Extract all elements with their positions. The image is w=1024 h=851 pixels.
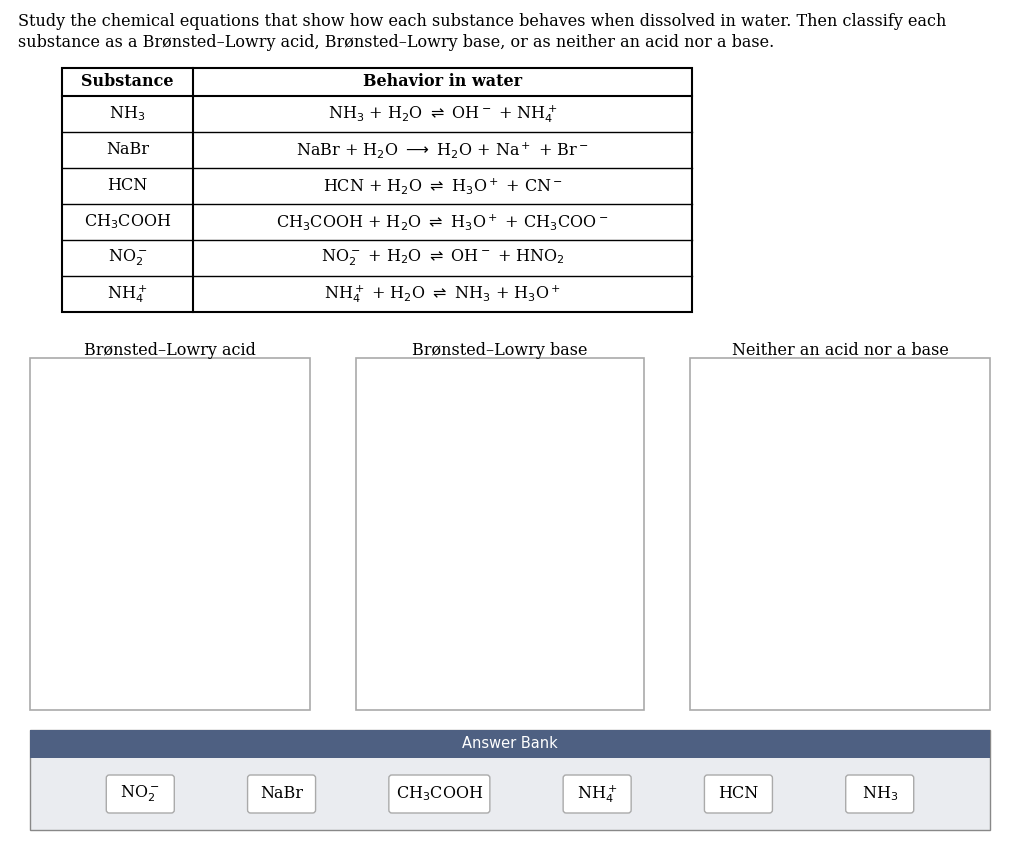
Text: CH$_3$COOH + H$_2$O $\rightleftharpoons$ H$_3$O$^+$ + CH$_3$COO$^-$: CH$_3$COOH + H$_2$O $\rightleftharpoons$… — [276, 212, 608, 232]
FancyBboxPatch shape — [705, 775, 772, 813]
Bar — [356, 358, 644, 710]
Text: CH$_3$COOH: CH$_3$COOH — [395, 785, 483, 803]
Text: NO$_2^-$ + H$_2$O $\rightleftharpoons$ OH$^-$ + HNO$_2$: NO$_2^-$ + H$_2$O $\rightleftharpoons$ O… — [321, 248, 564, 268]
FancyBboxPatch shape — [106, 775, 174, 813]
Text: NO$_2^-$: NO$_2^-$ — [108, 248, 147, 268]
Bar — [62, 68, 692, 312]
Text: NaBr + H$_2$O $\longrightarrow$ H$_2$O + Na$^+$ + Br$^-$: NaBr + H$_2$O $\longrightarrow$ H$_2$O +… — [296, 140, 589, 160]
Bar — [30, 358, 310, 710]
Text: Answer Bank: Answer Bank — [462, 736, 558, 751]
Text: Neither an acid nor a base: Neither an acid nor a base — [731, 342, 948, 359]
Text: Study the chemical equations that show how each substance behaves when dissolved: Study the chemical equations that show h… — [18, 13, 946, 30]
Text: NH$_3$: NH$_3$ — [861, 785, 898, 803]
Text: HCN + H$_2$O $\rightleftharpoons$ H$_3$O$^+$ + CN$^-$: HCN + H$_2$O $\rightleftharpoons$ H$_3$O… — [323, 176, 562, 196]
Text: NO$_2^-$: NO$_2^-$ — [121, 784, 160, 804]
Text: substance as a Brønsted–Lowry acid, Brønsted–Lowry base, or as neither an acid n: substance as a Brønsted–Lowry acid, Brøn… — [18, 34, 774, 51]
Text: NH$_3$ + H$_2$O $\rightleftharpoons$ OH$^-$ + NH$_4^+$: NH$_3$ + H$_2$O $\rightleftharpoons$ OH$… — [328, 103, 557, 125]
Text: NH$_4^+$: NH$_4^+$ — [108, 283, 147, 305]
Bar — [690, 358, 990, 710]
FancyBboxPatch shape — [248, 775, 315, 813]
Text: HCN: HCN — [718, 785, 759, 802]
Text: NH$_4^+$: NH$_4^+$ — [577, 783, 617, 805]
Text: NH$_3$: NH$_3$ — [110, 105, 145, 123]
Text: Substance: Substance — [81, 73, 174, 90]
Bar — [30, 730, 990, 830]
Bar — [30, 730, 990, 758]
Text: Behavior in water: Behavior in water — [362, 73, 522, 90]
FancyBboxPatch shape — [563, 775, 631, 813]
Text: Brønsted–Lowry base: Brønsted–Lowry base — [413, 342, 588, 359]
FancyBboxPatch shape — [846, 775, 913, 813]
Text: NH$_4^+$ + H$_2$O $\rightleftharpoons$ NH$_3$ + H$_3$O$^+$: NH$_4^+$ + H$_2$O $\rightleftharpoons$ N… — [324, 283, 561, 305]
Text: Brønsted–Lowry acid: Brønsted–Lowry acid — [84, 342, 256, 359]
Text: NaBr: NaBr — [106, 141, 150, 158]
Text: NaBr: NaBr — [260, 785, 303, 802]
Text: HCN: HCN — [108, 178, 147, 195]
Text: CH$_3$COOH: CH$_3$COOH — [84, 213, 171, 231]
FancyBboxPatch shape — [389, 775, 489, 813]
